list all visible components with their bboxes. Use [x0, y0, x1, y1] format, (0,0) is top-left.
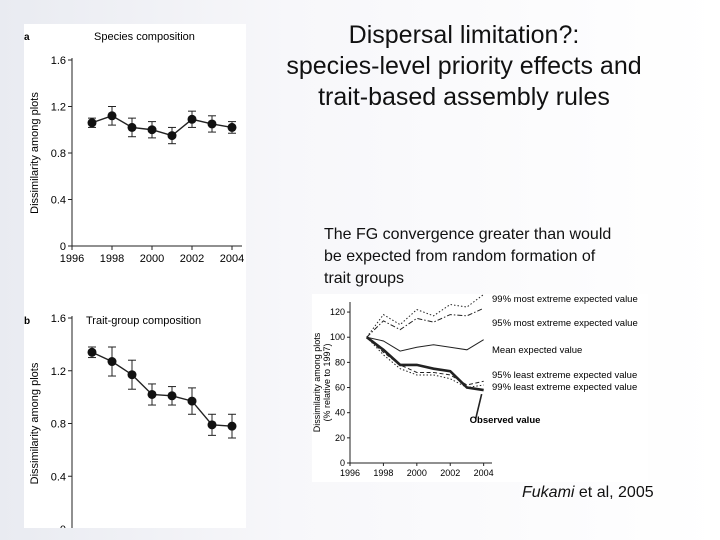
- y-axis-label: Dissimilarity among plots: [29, 92, 41, 214]
- x-tick-label: 1998: [373, 468, 393, 478]
- data-point: [127, 122, 137, 132]
- citation: Fukami et al, 2005: [522, 484, 654, 502]
- series-label: 95% least extreme expected value: [492, 370, 637, 381]
- caption-line: trait groups: [324, 270, 405, 287]
- y-tick-label: 1.6: [51, 55, 66, 67]
- data-point: [207, 119, 217, 129]
- chart-title: Species composition: [94, 31, 195, 43]
- data-point: [107, 111, 117, 121]
- citation-rest: et al, 2005: [574, 484, 654, 501]
- series-label: 99% least extreme expected value: [492, 382, 637, 393]
- data-point: [187, 114, 197, 124]
- series-label: Observed value: [470, 415, 541, 426]
- series-line: [366, 336, 484, 352]
- y-tick-label: 0: [60, 524, 66, 528]
- y-tick-label: 0.4: [51, 195, 66, 207]
- data-point: [167, 391, 177, 401]
- y-tick-label: 0: [340, 458, 345, 468]
- caption: The FG convergence greater than would be…: [324, 224, 664, 290]
- title-line: trait-based assembly rules: [318, 83, 610, 111]
- title-line: Dispersal limitation?:: [348, 21, 580, 49]
- y-tick-label: 80: [335, 357, 345, 367]
- series-label: Mean expected value: [492, 345, 582, 356]
- slide-title: Dispersal limitation?: species-level pri…: [258, 20, 670, 113]
- panel-letter: b: [24, 316, 30, 327]
- x-tick-label: 2000: [407, 468, 427, 478]
- y-tick-label: 1.2: [51, 102, 66, 114]
- figure-relative-dissimilarity: 0 20 40 60 80 100 120 1996 1998 2000 2002 2004 Dissi…: [312, 294, 648, 482]
- data-point: [87, 347, 97, 357]
- chart-species-composition: a Species composition 0 0.4 0.8 1.2 1.6 1996 199…: [24, 31, 244, 265]
- panel-letter: a: [24, 32, 30, 43]
- y-tick-label: 40: [335, 408, 345, 418]
- x-tick-label: 1996: [60, 253, 84, 265]
- y-tick-label: 0.4: [51, 471, 66, 483]
- caption-line: be expected from random formation of: [324, 248, 596, 265]
- series-line: [366, 336, 484, 389]
- chart-title: Trait-group composition: [86, 315, 201, 327]
- title-line: species-level priority effects and: [286, 52, 642, 80]
- citation-author: Fukami: [522, 484, 575, 501]
- data-point: [207, 420, 217, 430]
- caption-line: The FG convergence greater than would: [324, 226, 612, 243]
- chart-relative-dissimilarity: 0 20 40 60 80 100 120 1996 1998 2000 2002 2004 Dissi…: [312, 294, 638, 478]
- y-tick-label: 1.2: [51, 366, 66, 378]
- x-tick-label: 2002: [180, 253, 204, 265]
- data-point: [147, 389, 157, 399]
- y-tick-label: 0.8: [51, 148, 66, 160]
- x-tick-label: 2004: [474, 468, 494, 478]
- data-point: [167, 131, 177, 141]
- data-point: [227, 122, 237, 132]
- series-line: [365, 336, 484, 392]
- y-axis-label: (% relative to 1997): [322, 343, 332, 421]
- y-tick-label: 100: [330, 332, 345, 342]
- data-point: [107, 357, 117, 367]
- data-point: [87, 118, 97, 128]
- series-line: [366, 294, 484, 338]
- x-tick-label: 1998: [100, 253, 124, 265]
- y-tick-label: 0: [60, 241, 66, 253]
- y-tick-label: 1.6: [51, 313, 66, 325]
- x-tick-label: 2002: [440, 468, 460, 478]
- y-axis-label: Dissimilarity among plots: [312, 332, 322, 432]
- series-line: [366, 336, 484, 386]
- x-tick-label: 1996: [340, 468, 360, 478]
- data-point: [227, 421, 237, 431]
- series-line: [366, 307, 484, 338]
- data-point: [187, 396, 197, 406]
- figure-panels-a-b: a Species composition 0 0.4 0.8 1.2 1.6 1996 199…: [24, 24, 246, 528]
- x-tick-label: 2004: [220, 253, 244, 265]
- y-tick-label: 60: [335, 383, 345, 393]
- y-tick-label: 120: [330, 307, 345, 317]
- annotation-arrow: [474, 393, 483, 420]
- series-label: 95% most extreme expected value: [492, 318, 638, 329]
- y-axis-label: Dissimilarity among plots: [29, 362, 41, 484]
- y-tick-label: 0.8: [51, 419, 66, 431]
- data-point: [127, 370, 137, 380]
- x-tick-label: 2000: [140, 253, 164, 265]
- series-label: 99% most extreme expected value: [492, 294, 638, 305]
- y-tick-label: 20: [335, 433, 345, 443]
- data-point: [147, 125, 157, 135]
